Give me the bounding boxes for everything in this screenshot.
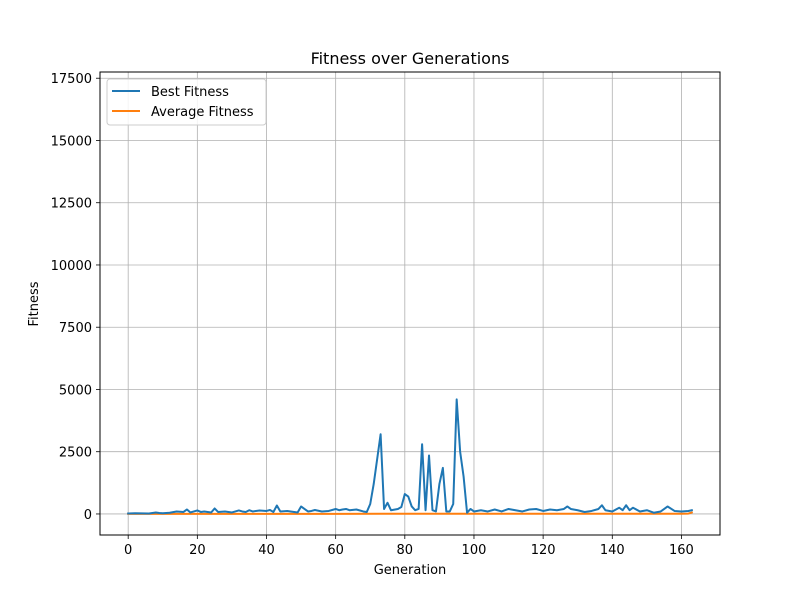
legend-label-average-fitness: Average Fitness: [151, 105, 254, 120]
y-axis: 0 2500 5000 7500 10000 12500 15000 17500: [51, 72, 100, 523]
legend-label-best-fitness: Best Fitness: [151, 85, 229, 100]
y-tick-label: 7500: [59, 321, 92, 336]
y-tick-label: 0: [84, 508, 92, 523]
x-tick-label: 60: [327, 543, 344, 558]
y-tick-label: 10000: [51, 259, 92, 274]
x-tick-label: 0: [124, 543, 132, 558]
x-tick-label: 100: [462, 543, 487, 558]
x-tick-label: 20: [189, 543, 206, 558]
series-line-best-fitness: [127, 398, 694, 515]
y-tick-label: 2500: [59, 446, 92, 461]
y-tick-label: 17500: [51, 72, 92, 87]
chart-title: Fitness over Generations: [311, 49, 510, 68]
y-tick-label: 12500: [51, 197, 92, 212]
y-tick-label: 5000: [59, 383, 92, 398]
plot-area: [99, 71, 721, 536]
x-tick-label: 140: [600, 543, 625, 558]
x-axis-label: Generation: [374, 563, 447, 578]
y-axis-label: Fitness: [27, 281, 42, 326]
series-layer: [127, 398, 694, 515]
plot-frame: [99, 71, 721, 536]
x-tick-label: 80: [397, 543, 414, 558]
x-tick-label: 120: [531, 543, 556, 558]
legend-frame: [106, 78, 267, 126]
x-tick-label: 40: [258, 543, 275, 558]
legend: Best Fitness Average Fitness: [106, 78, 267, 126]
x-axis: 0 20 40 60 80 100 120 140 160: [124, 535, 694, 558]
series-line-average-fitness: [127, 511, 694, 515]
x-tick-label: 160: [669, 543, 694, 558]
y-tick-label: 15000: [51, 134, 92, 149]
